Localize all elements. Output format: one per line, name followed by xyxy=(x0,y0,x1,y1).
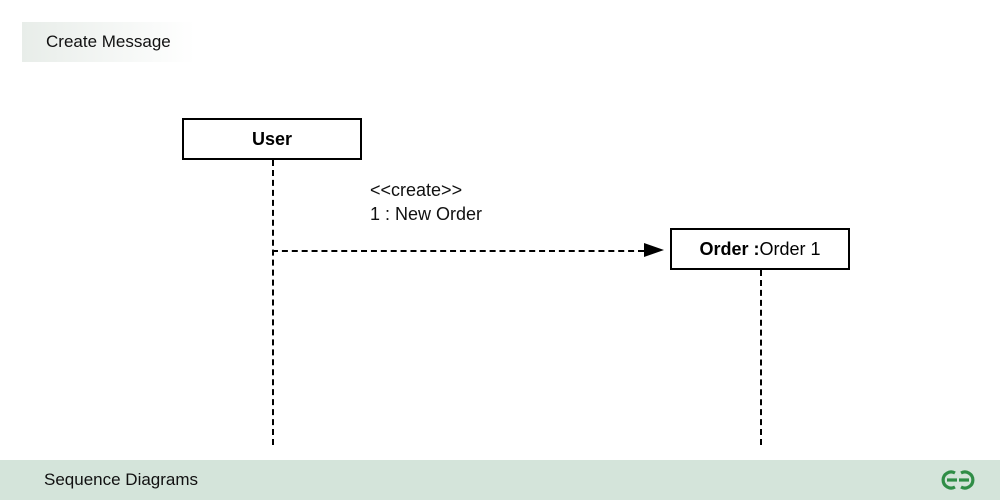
actor-order-label-bold: Order : xyxy=(699,239,759,260)
sequence-diagram: User Order : Order 1 <<create>> 1 : New … xyxy=(0,0,1000,500)
actor-user-box: User xyxy=(182,118,362,160)
brand-logo-icon xyxy=(938,469,978,491)
message-label: <<create>> 1 : New Order xyxy=(370,178,482,227)
footer-text: Sequence Diagrams xyxy=(44,470,198,490)
message-line xyxy=(272,250,644,252)
actor-order-box: Order : Order 1 xyxy=(670,228,850,270)
lifeline-user xyxy=(272,160,274,445)
arrow-head-icon xyxy=(644,243,664,257)
message-text: 1 : New Order xyxy=(370,202,482,226)
message-stereotype: <<create>> xyxy=(370,178,482,202)
footer-bar: Sequence Diagrams xyxy=(0,460,1000,500)
actor-user-label: User xyxy=(252,129,292,150)
lifeline-order xyxy=(760,270,762,445)
actor-order-label-normal: Order 1 xyxy=(759,239,820,260)
